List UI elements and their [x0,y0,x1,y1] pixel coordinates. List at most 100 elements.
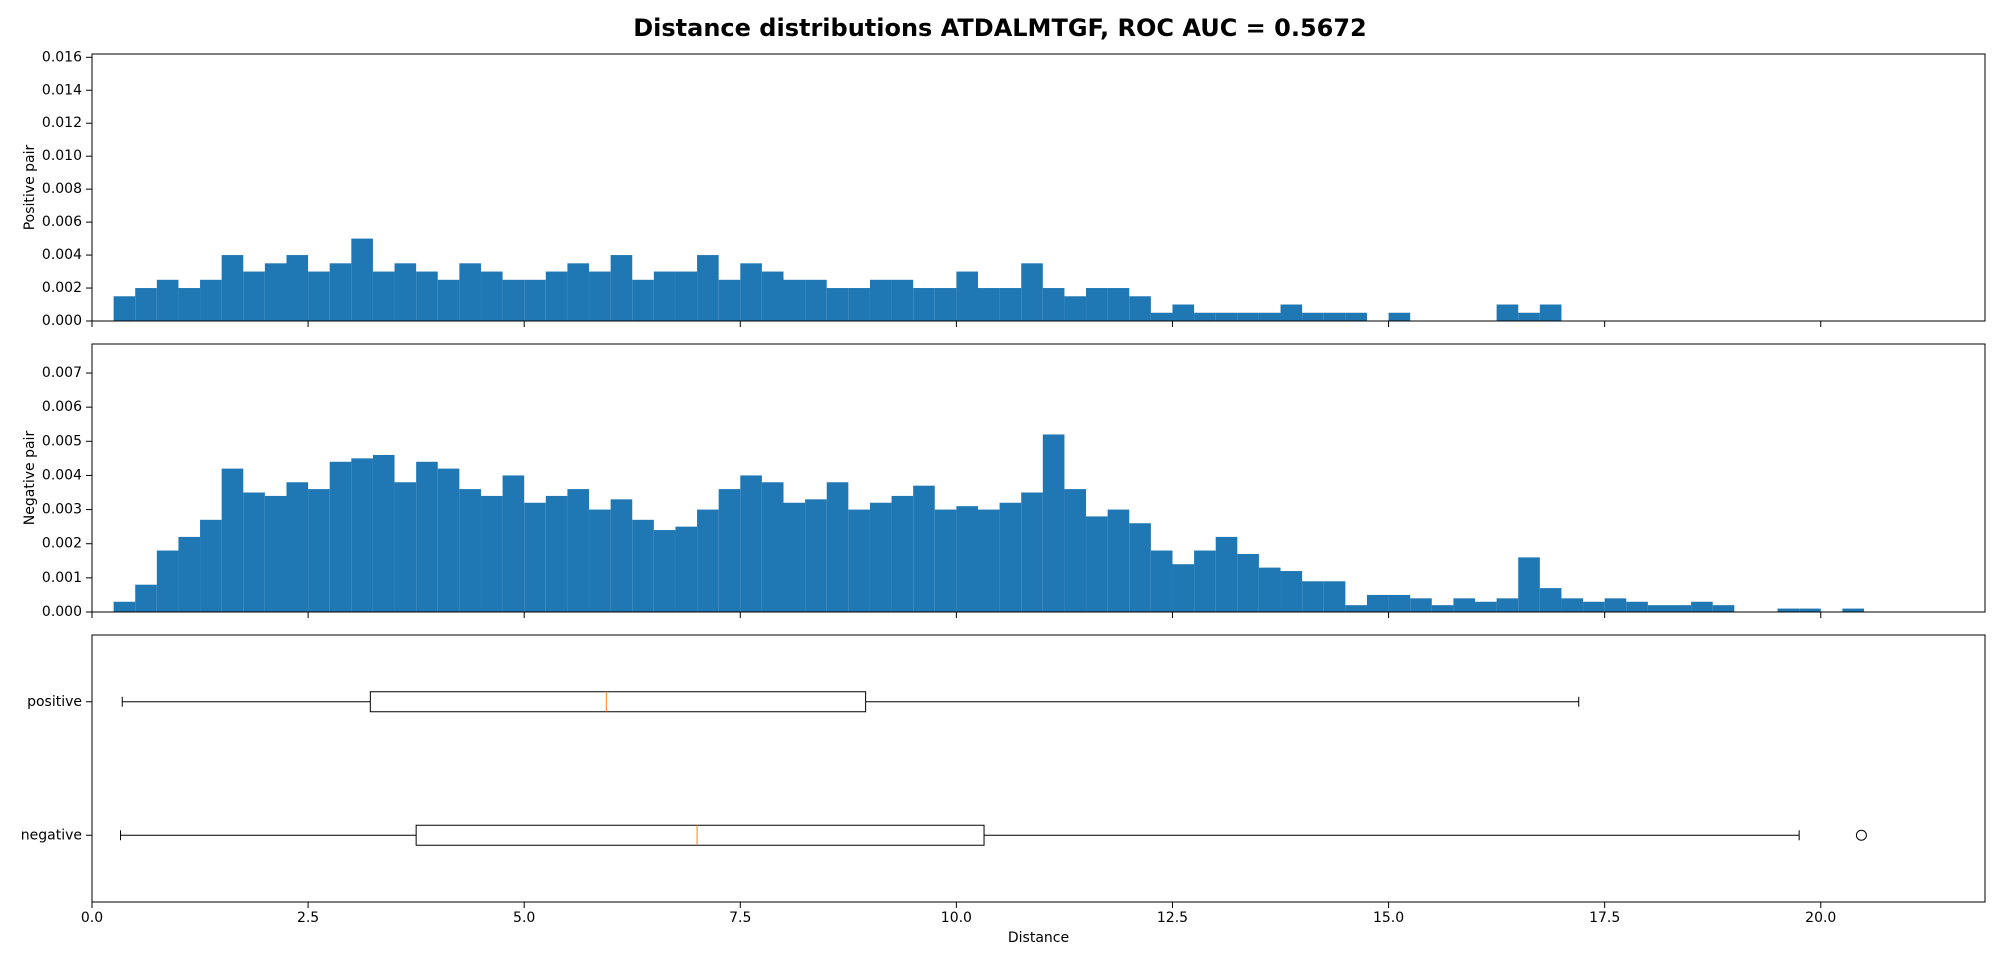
x-tick-label: 15.0 [1373,910,1404,926]
y-tick-label: 0.007 [42,365,82,381]
histogram-bar [524,502,546,612]
x-tick-label: 2.5 [297,910,319,926]
histogram-bar [1496,598,1519,612]
flier [1855,829,1867,841]
histogram-bar [675,271,698,321]
histogram-bar [264,263,287,321]
y-tick-label: 0.006 [42,214,82,230]
histogram-bar [697,509,719,612]
histogram-bar [1518,312,1540,321]
histogram-bar [1237,553,1259,612]
histogram-bar [113,296,136,321]
histogram-bar [1345,312,1367,321]
histogram-bar [1431,605,1454,612]
histogram-bar [632,279,654,321]
histogram-bar [913,485,935,612]
histogram-bar [351,458,373,612]
histogram-bar [416,461,438,612]
x-tick-label: 7.5 [729,910,751,926]
histogram-bar [761,271,784,321]
histogram-bar [956,271,978,321]
histogram-bar [1583,601,1605,612]
histogram-bar [243,271,265,321]
histogram-bar [869,502,892,612]
y-tick-label: 0.002 [42,536,82,552]
histogram-bar [610,255,633,321]
y-tick-label: 0.003 [42,502,82,518]
histogram-bar [286,482,309,612]
y-tick-label: 0.008 [42,181,82,197]
y-tick-label: 0.000 [42,604,82,620]
histogram-bar [934,288,957,321]
histogram-bar [1064,296,1087,321]
y-tick-label: 0.000 [42,313,82,329]
histogram-bar [372,271,395,321]
histogram-bar [437,468,460,612]
y-tick-label: 0.006 [42,399,82,415]
histogram-bar [1042,288,1065,321]
histogram-bar [1172,304,1195,321]
histogram-bar [1539,588,1562,612]
histogram-bar [156,550,179,612]
histogram-bar [675,526,698,612]
histogram-bar [589,271,611,321]
histogram-bar [1129,523,1151,612]
histogram-bar [1345,605,1367,612]
y-tick-label: positive [27,694,82,710]
y-tick-label: 0.010 [42,148,82,164]
histogram-bar [480,495,503,612]
x-axis-label: Distance [1008,930,1069,946]
histogram-bar [308,489,330,612]
histogram-bar [848,509,870,612]
y-tick-label: 0.002 [42,280,82,296]
histogram-bar [632,519,654,612]
histogram-bar [1323,581,1346,612]
histogram-bar [178,288,201,321]
x-tick-label: 10.0 [941,910,972,926]
histogram-bar [740,263,762,321]
box [415,824,985,846]
histogram-bar [934,509,957,612]
histogram-bar [351,238,373,321]
histogram-bar [610,499,633,612]
histogram-bar [1107,509,1130,612]
histogram-bar [1842,608,1864,612]
axes-frame [91,343,1986,613]
histogram-bar [1626,601,1648,612]
histogram-bar [1496,304,1519,321]
histogram-bar [1021,492,1043,612]
y-tick-label: negative [21,827,82,843]
histogram-bar [394,482,417,612]
histogram-bar [977,509,1000,612]
histogram-bar [1475,601,1497,612]
histogram-bar [826,482,849,612]
histogram-bar [480,271,503,321]
histogram-bar [1194,312,1216,321]
y-tick-label: 0.004 [42,467,82,483]
histogram-bar [1086,516,1108,612]
histogram-bar [1323,312,1346,321]
y-tick-label: 0.014 [42,82,82,98]
histogram-bar [1561,598,1584,612]
histogram-bar [1539,304,1562,321]
histogram-bar [1129,296,1151,321]
histogram-bar [1453,598,1476,612]
box [369,691,867,713]
histogram-bar [221,468,244,612]
histogram-bar [1777,608,1800,612]
histogram-bar [221,255,244,321]
histogram-bar [891,495,914,612]
histogram-bar [1194,550,1216,612]
histogram-bar [1150,550,1173,612]
histogram-bar [1518,557,1540,612]
histogram-bar [308,271,330,321]
histogram-bar [999,288,1022,321]
histogram-bar [329,461,352,612]
histogram-bar [502,279,525,321]
histogram-bar [1388,594,1411,612]
histogram-bar [589,509,611,612]
axes-frame [91,634,1986,903]
histogram-bar [1042,434,1065,612]
y-tick-label: 0.012 [42,115,82,131]
